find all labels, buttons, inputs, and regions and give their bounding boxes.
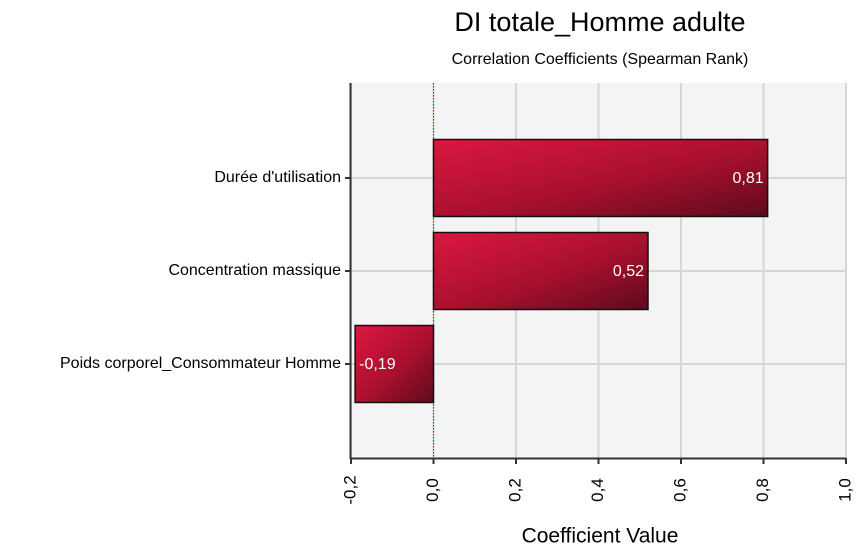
bar	[432, 231, 649, 311]
bars: 0,81 0,52 -0,19	[354, 138, 769, 404]
chart-subtitle: Correlation Coefficients (Spearman Rank)	[452, 51, 749, 68]
x-tick-label: 0,2	[505, 478, 524, 502]
bar	[432, 138, 769, 218]
chart-title: DI totale_Homme adulte	[454, 7, 745, 37]
y-tick-label: Poids corporel_Consommateur Homme	[60, 355, 341, 372]
x-tick-label: 0,4	[588, 478, 607, 502]
x-axis-title: Coefficient Value	[522, 525, 679, 548]
bar	[354, 324, 435, 404]
x-tick-label: -0,2	[340, 475, 359, 504]
x-tick-label: 0,6	[670, 478, 689, 502]
y-tick-label: Durée d'utilisation	[214, 169, 341, 186]
value-label: 0,52	[613, 263, 644, 280]
y-tick-label: Concentration massique	[168, 262, 341, 279]
x-tick-label: 0,8	[753, 478, 772, 502]
value-label: 0,81	[732, 170, 763, 187]
x-tick-label: 1,0	[835, 478, 854, 502]
x-tick-label: 0,0	[423, 478, 442, 502]
value-label: -0,19	[359, 356, 396, 373]
